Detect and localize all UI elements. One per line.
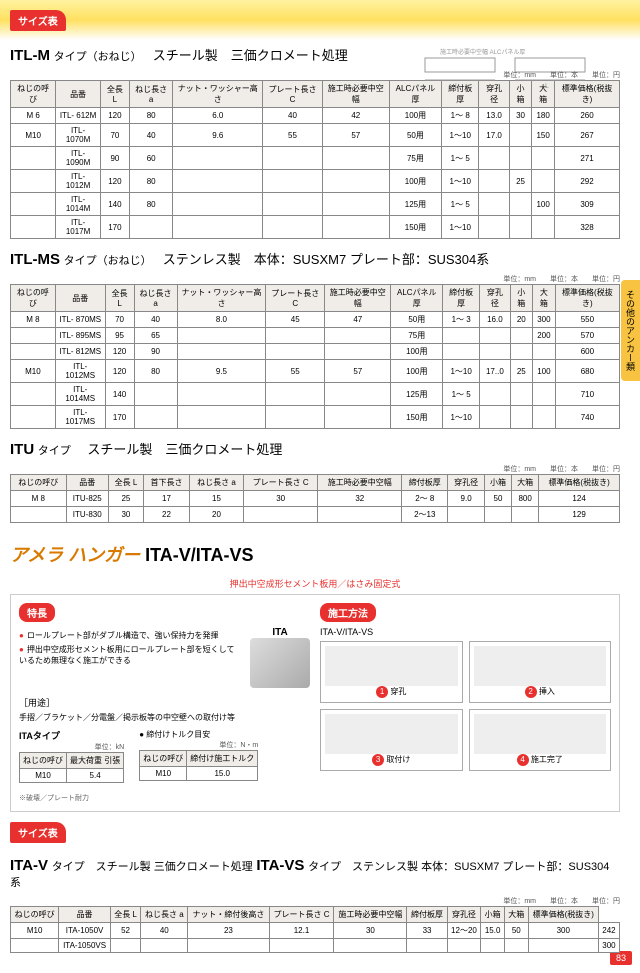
svg-text:施工時必要中空幅 ALCパネル厚: 施工時必要中空幅 ALCパネル厚	[440, 48, 525, 56]
itu-title: ITU タイプ スチール製 三価クロメート処理	[10, 439, 620, 458]
itlm-table: ねじの呼び品番全長 Lねじ長さ aナット・ワッシャー高さプレート長さ C施工時必…	[10, 80, 620, 239]
construction-steps: 1 穿孔 2 挿入 3 取付け 4 施工完了	[320, 641, 611, 771]
feature-box: 特長 ロールプレート部がダブル構造で、強い保持力を発揮 押出中空成形セメント板用…	[10, 594, 620, 812]
itlms-title: ITL-MS タイプ（おねじ） ステンレス製 本体：SUSXM7 プレート部：S…	[10, 249, 620, 268]
itav-title: ITA-V タイプ スチール製 三価クロメート処理 ITA-VS タイプ ステン…	[10, 857, 620, 890]
torque-table: ねじの呼び締付け施工トルク M1015.0	[139, 750, 258, 781]
itlms-table: ねじの呼び品番全長 Lねじ長さ aナット・ワッシャー高さプレート長さ C施工時必…	[10, 284, 620, 429]
ita-product-image	[250, 638, 310, 688]
ita-header: アメラ ハンガー ITA-V/ITA-VS	[10, 541, 620, 567]
tokuchou-title: 特長	[19, 603, 55, 622]
itu-table: ねじの呼び品番全長 L首下長さねじ長さ aプレート長さ C施工時必要中空幅締付板…	[10, 474, 620, 523]
size-header: サイズ表	[10, 10, 66, 31]
orange-title: 押出中空成形セメント板用／はさみ固定式	[10, 577, 620, 590]
side-tab: その他のアンカー類	[621, 280, 640, 381]
itav-table: ねじの呼び品番全長 Lねじ長さ aナット・締付後高さプレート長さ C施工時必要中…	[10, 906, 620, 953]
tech-diagram: L L 施工時必要中空幅 ALCパネル厚	[420, 40, 600, 92]
svg-text:L: L	[455, 83, 459, 90]
load-table: ねじの呼び最大荷重 引張 M105.4	[19, 752, 124, 783]
size-header-2: サイズ表	[10, 822, 66, 843]
svg-text:L: L	[545, 83, 549, 90]
sekou-title: 施工方法	[320, 603, 376, 622]
page-number: 83	[610, 951, 632, 965]
